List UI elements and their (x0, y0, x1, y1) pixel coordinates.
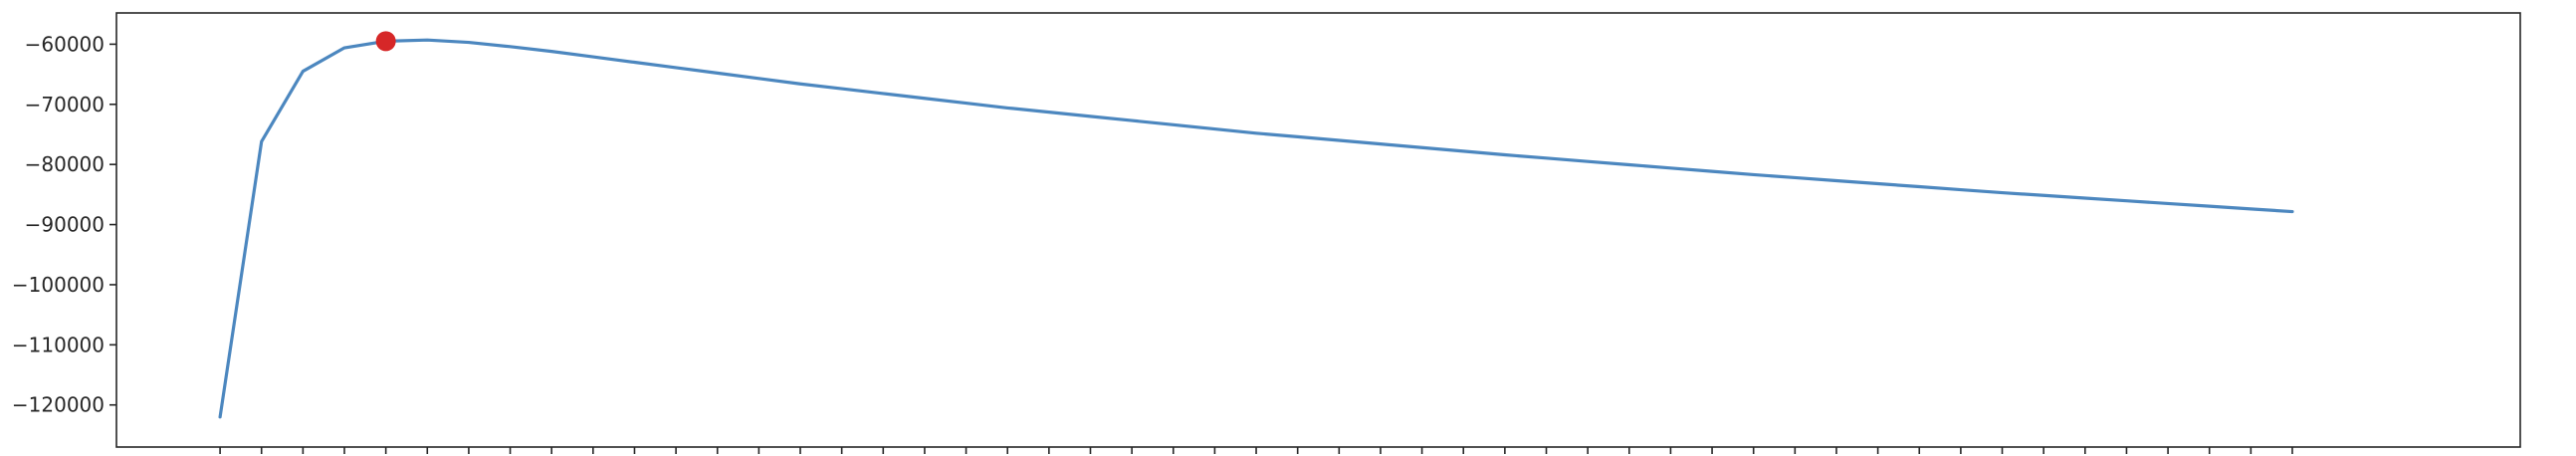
y-tick-label: −90000 (25, 213, 105, 237)
plot-series (218, 31, 2294, 419)
y-tick-label: −80000 (25, 152, 105, 176)
y-tick-label: −70000 (25, 93, 105, 116)
y-tick-label: −60000 (25, 32, 105, 56)
series-line (218, 38, 2294, 419)
y-tick-label: −100000 (12, 273, 105, 297)
x-axis (219, 447, 2293, 454)
y-tick-label: −120000 (12, 393, 105, 417)
y-tick-label: −110000 (12, 333, 105, 356)
highlight-point (375, 31, 396, 52)
y-axis: −60000 −70000 −80000 −90000 −100000 −110000 −1… (12, 32, 116, 417)
axes-frame (115, 12, 2521, 448)
